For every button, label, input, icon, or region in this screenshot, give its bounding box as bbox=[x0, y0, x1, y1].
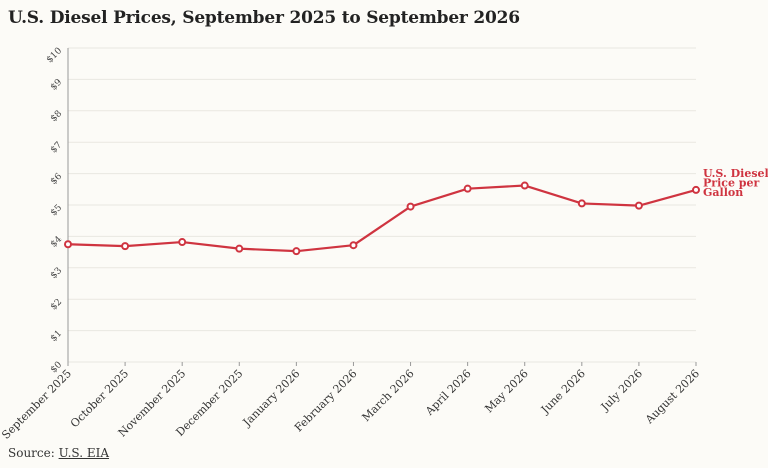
series-line bbox=[66, 184, 698, 253]
x-tick-label: August 2026 bbox=[642, 367, 702, 427]
data-point bbox=[349, 241, 358, 250]
y-tick-label: $4 bbox=[49, 234, 64, 249]
x-tick-label: January 2026 bbox=[240, 367, 303, 430]
source-note: Source: U.S. EIA bbox=[8, 446, 109, 460]
data-point bbox=[463, 184, 472, 193]
data-point bbox=[577, 199, 586, 208]
x-tick-label: May 2026 bbox=[482, 367, 530, 415]
y-tick-label: $2 bbox=[49, 297, 64, 312]
chart-title: U.S. Diesel Prices, September 2025 to Se… bbox=[8, 8, 520, 28]
y-tick-label: $7 bbox=[49, 140, 64, 155]
x-tick-label: September 2025 bbox=[0, 367, 74, 442]
x-tick-label: February 2026 bbox=[292, 367, 359, 434]
source-link[interactable]: U.S. EIA bbox=[58, 446, 110, 460]
data-point bbox=[406, 202, 415, 211]
y-tick-label: $6 bbox=[49, 171, 64, 186]
data-point bbox=[634, 201, 643, 210]
y-axis: $0$1$2$3$4$5$6$7$8$9$10 bbox=[45, 46, 69, 375]
y-tick-label: $1 bbox=[49, 329, 64, 344]
x-tick-label: March 2026 bbox=[360, 367, 417, 424]
series-label: Price per bbox=[703, 176, 759, 189]
x-tick-label: April 2026 bbox=[422, 367, 473, 418]
x-tick-label: June 2026 bbox=[538, 367, 588, 417]
data-point bbox=[520, 181, 529, 190]
data-point bbox=[692, 185, 700, 194]
y-tick-label: $5 bbox=[49, 203, 64, 218]
data-point bbox=[292, 247, 301, 256]
grid-lines bbox=[68, 47, 696, 363]
x-tick-label: October 2025 bbox=[68, 367, 131, 430]
y-tick-label: $9 bbox=[49, 77, 64, 92]
y-tick-label: $3 bbox=[49, 266, 64, 281]
y-tick-label: $8 bbox=[49, 109, 64, 124]
x-tick-label: July 2026 bbox=[598, 367, 645, 414]
source-prefix: Source: bbox=[8, 446, 55, 460]
series-layer bbox=[64, 181, 700, 256]
y-tick-label: $10 bbox=[45, 46, 64, 65]
data-point bbox=[178, 238, 187, 247]
data-point bbox=[64, 240, 72, 249]
data-point bbox=[235, 244, 244, 253]
series-label: U.S. Diesel bbox=[703, 167, 768, 180]
series-label: Gallon bbox=[703, 186, 743, 199]
data-point bbox=[121, 242, 130, 251]
